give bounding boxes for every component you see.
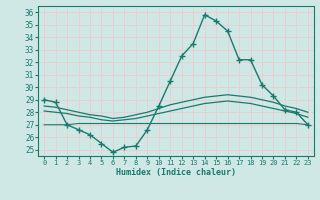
X-axis label: Humidex (Indice chaleur): Humidex (Indice chaleur)	[116, 168, 236, 177]
